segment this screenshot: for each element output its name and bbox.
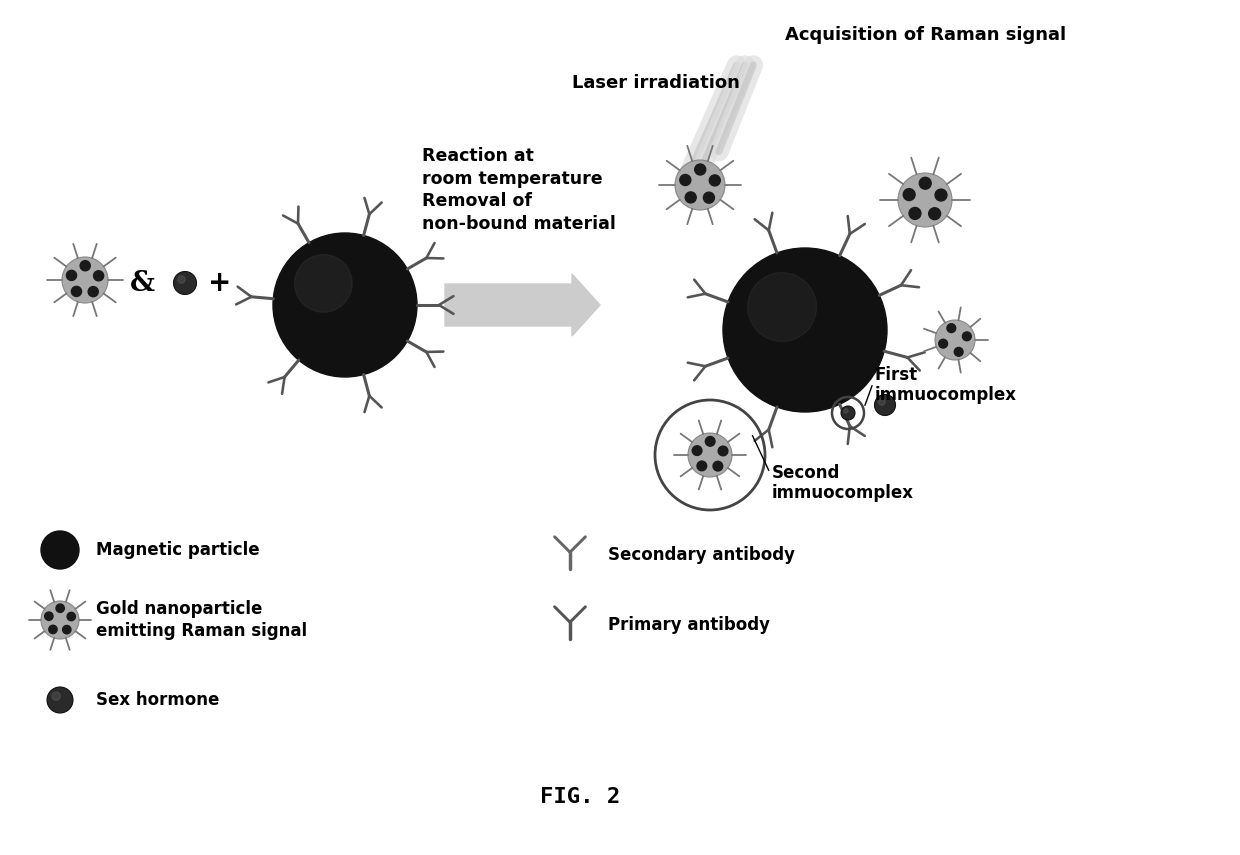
Circle shape <box>52 692 61 700</box>
Circle shape <box>88 286 98 297</box>
Text: Acquisition of Raman signal: Acquisition of Raman signal <box>785 26 1066 44</box>
Text: Second
immuocomplex: Second immuocomplex <box>773 463 914 503</box>
Circle shape <box>67 612 76 621</box>
Circle shape <box>41 601 79 639</box>
Circle shape <box>177 276 185 283</box>
Circle shape <box>692 445 702 456</box>
Circle shape <box>72 286 82 297</box>
Circle shape <box>680 174 691 186</box>
Circle shape <box>709 175 720 186</box>
Circle shape <box>686 192 696 203</box>
Circle shape <box>697 461 707 471</box>
Circle shape <box>174 272 196 294</box>
Circle shape <box>41 531 79 569</box>
Circle shape <box>718 446 728 456</box>
Circle shape <box>675 160 725 210</box>
Circle shape <box>929 208 941 220</box>
Text: &: & <box>129 269 155 297</box>
Text: Secondary antibody: Secondary antibody <box>608 546 795 564</box>
Circle shape <box>703 192 714 203</box>
Circle shape <box>935 320 975 360</box>
Circle shape <box>81 261 91 271</box>
Circle shape <box>748 273 816 341</box>
Circle shape <box>47 687 73 713</box>
Text: Primary antibody: Primary antibody <box>608 616 770 634</box>
Circle shape <box>48 625 57 634</box>
Circle shape <box>947 324 956 333</box>
Circle shape <box>898 173 952 227</box>
Circle shape <box>62 257 108 303</box>
Circle shape <box>878 398 885 405</box>
FancyArrow shape <box>445 274 600 336</box>
Circle shape <box>723 248 887 412</box>
Text: FIG. 2: FIG. 2 <box>539 787 620 807</box>
Circle shape <box>935 189 947 201</box>
Circle shape <box>962 332 971 341</box>
Circle shape <box>56 604 64 612</box>
Circle shape <box>874 394 895 416</box>
Text: Sex hormone: Sex hormone <box>95 691 219 709</box>
Text: First
immuocomplex: First immuocomplex <box>875 366 1017 404</box>
Circle shape <box>694 164 706 175</box>
Text: +: + <box>208 269 232 297</box>
Circle shape <box>706 437 715 446</box>
Circle shape <box>688 433 732 477</box>
Circle shape <box>67 270 77 280</box>
Text: Gold nanoparticle
emitting Raman signal: Gold nanoparticle emitting Raman signal <box>95 599 308 640</box>
Circle shape <box>62 626 71 634</box>
Circle shape <box>273 233 417 377</box>
Circle shape <box>45 612 53 621</box>
Circle shape <box>93 271 104 280</box>
Text: Laser irradiation: Laser irradiation <box>572 74 740 92</box>
Text: Magnetic particle: Magnetic particle <box>95 541 259 559</box>
Circle shape <box>713 462 723 471</box>
Circle shape <box>955 347 963 357</box>
Circle shape <box>295 255 352 312</box>
Text: Reaction at
room temperature
Removal of
non-bound material: Reaction at room temperature Removal of … <box>422 147 616 233</box>
Circle shape <box>919 177 931 189</box>
Circle shape <box>903 189 915 201</box>
Circle shape <box>939 339 947 348</box>
Circle shape <box>909 208 921 220</box>
Circle shape <box>841 406 856 420</box>
Circle shape <box>843 409 848 413</box>
